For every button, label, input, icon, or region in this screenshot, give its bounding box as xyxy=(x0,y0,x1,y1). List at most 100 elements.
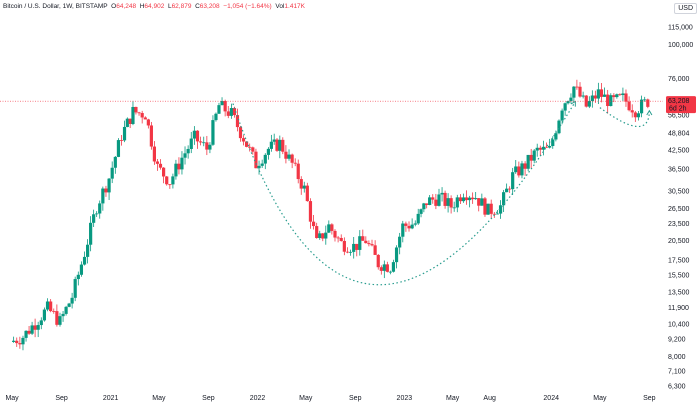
candle-body xyxy=(61,313,65,317)
candle-body xyxy=(122,126,127,141)
candle-body xyxy=(27,330,31,334)
candle-body xyxy=(330,224,334,231)
candle-body xyxy=(315,226,319,239)
change-value: −1,054 (−1.64%) xyxy=(223,3,272,10)
candle-body xyxy=(186,148,190,154)
candle-body xyxy=(146,119,150,126)
y-tick-label: 36,500 xyxy=(668,166,690,173)
candle-body xyxy=(238,127,243,139)
candle-body xyxy=(382,264,386,271)
candle-body xyxy=(599,89,604,97)
candle-body xyxy=(520,163,524,176)
candlesticks xyxy=(12,79,650,351)
candle-body xyxy=(455,197,459,208)
candle-body xyxy=(643,99,647,101)
candle-body xyxy=(244,141,249,147)
candle-body xyxy=(140,113,144,118)
candle-body xyxy=(321,233,325,239)
candle-body xyxy=(508,188,512,190)
last-price-tag-bg xyxy=(666,96,696,114)
x-tick-label: May xyxy=(446,395,460,402)
candle-body xyxy=(541,146,546,150)
close-value: 63,208 xyxy=(199,3,220,10)
candle-body xyxy=(42,309,47,321)
y-tick-label: 17,500 xyxy=(668,257,690,264)
candle-body xyxy=(183,153,187,158)
candle-body xyxy=(107,178,111,193)
candle-body xyxy=(578,86,582,97)
candle-body xyxy=(416,213,420,224)
candle-body xyxy=(260,163,264,166)
candle-body xyxy=(158,163,163,168)
candle-body xyxy=(602,94,607,97)
candle-body xyxy=(177,163,181,170)
candle-body xyxy=(458,197,463,202)
x-tick-label: 2021 xyxy=(103,395,119,402)
candle-body xyxy=(437,194,441,206)
y-tick-label: 56,500 xyxy=(668,113,690,120)
candle-body xyxy=(134,106,138,113)
candle-body xyxy=(152,146,156,162)
y-tick-label: 48,804 xyxy=(668,131,690,138)
y-tick-label: 13,500 xyxy=(668,289,690,296)
candle-body xyxy=(15,340,19,344)
currency-button[interactable]: USD xyxy=(674,3,697,14)
candle-body xyxy=(12,340,16,342)
volume-value: 1.417K xyxy=(284,3,306,10)
candle-body xyxy=(327,224,331,233)
candle-body xyxy=(272,139,276,142)
candle-body xyxy=(367,243,371,245)
candle-body xyxy=(364,240,368,244)
x-tick-label: 2024 xyxy=(543,395,559,402)
symbol-title[interactable]: Bitcoin / U.S. Dollar, 1W, BITSTAMP xyxy=(3,3,108,10)
candle-body xyxy=(257,165,261,169)
candle-body xyxy=(171,176,175,185)
candle-body xyxy=(333,230,337,238)
candle-body xyxy=(45,301,50,310)
candle-body xyxy=(205,142,209,150)
candle-body xyxy=(287,154,291,159)
candle-body xyxy=(379,267,383,271)
candle-body xyxy=(263,154,267,164)
candle-body xyxy=(269,141,273,149)
candle-body xyxy=(208,144,212,150)
x-tick-label: 2022 xyxy=(250,395,266,402)
candle-body xyxy=(557,120,561,134)
y-tick-label: 8,000 xyxy=(668,354,686,361)
candle-body xyxy=(630,110,634,113)
candle-body xyxy=(281,139,285,152)
last-price-tag: 63,208 6d 2h xyxy=(666,96,696,114)
candle-body xyxy=(449,198,453,208)
annotation-curves xyxy=(232,100,653,286)
candle-body xyxy=(293,162,297,164)
candle-body xyxy=(401,223,405,237)
open-label: O xyxy=(111,3,117,10)
candle-body xyxy=(76,274,80,280)
candle-body xyxy=(505,188,509,193)
candle-body xyxy=(538,147,542,150)
candle-body xyxy=(636,113,641,118)
candle-body xyxy=(398,236,402,248)
candle-body xyxy=(79,264,84,275)
candle-body xyxy=(404,223,408,226)
candle-body xyxy=(235,115,240,128)
candle-body xyxy=(596,89,600,99)
candle-body xyxy=(621,93,625,96)
candle-body xyxy=(86,244,90,257)
y-tick-label: 23,500 xyxy=(668,221,690,228)
candle-body xyxy=(67,303,71,307)
y-tick-label: 115,000 xyxy=(668,25,693,32)
candle-body xyxy=(155,161,160,164)
candle-body xyxy=(305,185,309,202)
candle-body xyxy=(355,243,359,250)
candle-body xyxy=(584,95,588,107)
candle-body xyxy=(529,154,533,161)
candle-body xyxy=(495,213,500,215)
candle-body xyxy=(98,203,102,214)
candle-body xyxy=(544,146,549,148)
candle-body xyxy=(581,95,585,97)
candle-body xyxy=(336,237,340,239)
candle-body xyxy=(296,163,300,180)
y-axis: 115,000 100,000 76,000 56,500 48,804 42,500 36… xyxy=(668,25,693,391)
